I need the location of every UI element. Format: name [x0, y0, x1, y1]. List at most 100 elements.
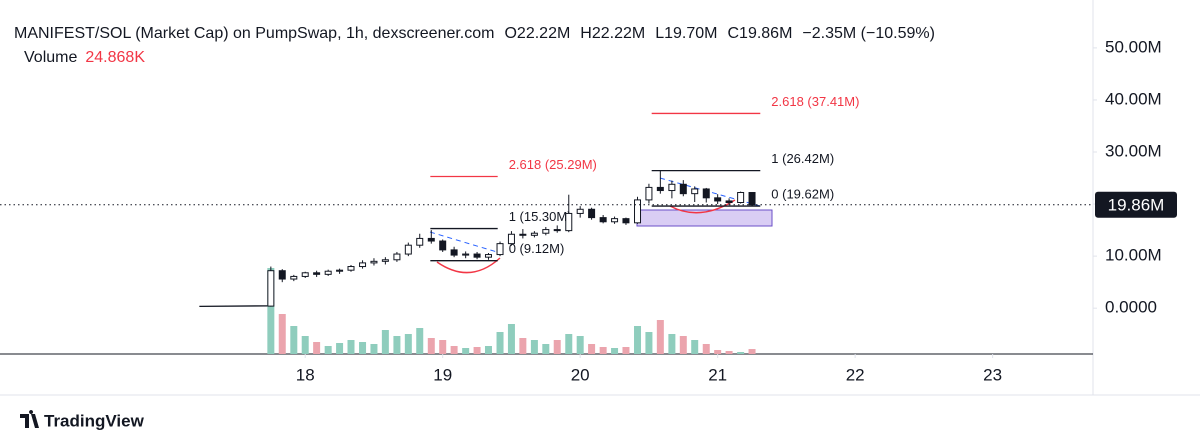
volume-bar	[484, 346, 492, 354]
candle-body	[622, 218, 630, 224]
volume-legend: Volume 24.868K	[24, 49, 145, 66]
ohlc-open: O22.22M	[504, 25, 570, 42]
volume-bar	[313, 342, 321, 354]
candle-body	[381, 259, 389, 262]
candle-body	[725, 200, 733, 204]
candle-body	[565, 212, 573, 232]
drawings	[429, 177, 773, 274]
trend-line	[429, 231, 498, 253]
volume-bar	[290, 326, 298, 354]
candle-body	[301, 272, 309, 277]
candle-body	[714, 197, 722, 202]
volume-bar	[714, 350, 722, 354]
volume-value: 24.868K	[85, 49, 145, 66]
candle-body	[691, 188, 699, 195]
volume-bar	[553, 340, 561, 354]
candle-body	[576, 208, 584, 214]
brand-name: TradingView	[44, 411, 145, 430]
y-tick-label: 0.0000	[1105, 298, 1157, 317]
candle-body	[645, 186, 653, 201]
brand-logo: TradingView	[20, 410, 145, 430]
volume-bar	[381, 330, 389, 354]
title: MANIFEST/SOL (Market Cap) on PumpSwap, 1…	[14, 25, 494, 42]
candle-body	[668, 183, 676, 192]
last-price-label: 19.86M	[1108, 195, 1165, 214]
ohlc-low: L19.70M	[655, 25, 717, 42]
volume-bar	[416, 328, 424, 354]
volume-title: Volume	[24, 49, 77, 66]
y-tick-label: 50.00M	[1105, 37, 1162, 56]
candle-body	[313, 272, 321, 275]
y-tick-label: 10.00M	[1105, 246, 1162, 265]
x-tick-label: 19	[433, 365, 452, 384]
volume-bar	[370, 344, 378, 354]
volume-bar	[645, 332, 653, 354]
volume-bar	[439, 340, 447, 354]
candle-body	[519, 233, 527, 236]
volume-bar	[599, 347, 607, 354]
last-price-box	[1095, 191, 1177, 218]
x-tick-label: 21	[708, 365, 727, 384]
volume-bar	[656, 320, 664, 354]
candle-body	[496, 243, 504, 256]
volume-bar	[634, 326, 642, 354]
ohlc-change: −2.35M (−10.59%)	[802, 25, 935, 42]
candle-body	[473, 253, 481, 258]
volume-bar	[267, 268, 275, 354]
y-tick-label: 30.00M	[1105, 141, 1162, 160]
fib-label: 0 (19.62M)	[771, 186, 834, 201]
fib-label: 0 (9.12M)	[509, 241, 565, 256]
arc	[436, 257, 501, 274]
x-tick-label: 20	[571, 365, 590, 384]
volume-bar	[588, 344, 596, 354]
ohlc-high: H22.22M	[580, 25, 645, 42]
candle-body	[656, 186, 664, 192]
candle-body	[336, 269, 344, 272]
fib-label: 1 (26.42M)	[771, 151, 834, 166]
volume-bar	[542, 344, 550, 354]
logo-icon	[20, 410, 39, 428]
volume-bar	[622, 347, 630, 354]
volume-bar	[450, 346, 458, 354]
candle-body	[427, 237, 435, 242]
candle-body	[599, 217, 607, 223]
volume-bar	[393, 336, 401, 354]
volume-bar	[347, 340, 355, 354]
volume-bar	[702, 344, 710, 354]
candle-body	[347, 266, 355, 271]
ohlc-close: C19.86M	[727, 25, 792, 42]
volume-bar	[427, 338, 435, 354]
volume-bar	[473, 347, 481, 354]
candle-body	[679, 183, 687, 195]
volume-bar	[737, 352, 745, 354]
volume-bar	[359, 342, 367, 354]
volume-bar	[507, 324, 515, 354]
candle-body	[324, 270, 332, 275]
candle-body	[278, 270, 286, 280]
candle-body	[702, 188, 710, 199]
header: MANIFEST/SOL (Market Cap) on PumpSwap, 1…	[14, 25, 935, 42]
candle-body	[634, 199, 642, 224]
fib-label: 1 (15.30M)	[509, 209, 572, 224]
candle-body	[611, 218, 619, 223]
candle-body	[393, 253, 401, 261]
volume-bar	[576, 336, 584, 354]
candle-body	[462, 253, 470, 256]
fib-label: 2.618 (37.41M)	[771, 94, 859, 109]
x-tick-label: 18	[296, 365, 315, 384]
candle-body	[588, 208, 596, 219]
volume-bar	[404, 334, 412, 354]
volume-bar	[565, 334, 573, 354]
candle-body	[416, 237, 424, 246]
candle-body	[450, 249, 458, 256]
volume-bar	[530, 340, 538, 354]
volume-bar	[336, 343, 344, 354]
volume-bar	[725, 351, 733, 354]
candle-body	[748, 192, 756, 206]
candle-body	[530, 232, 538, 236]
volume-bar	[324, 346, 332, 354]
candle-body	[267, 270, 275, 307]
y-tick-label: 40.00M	[1105, 89, 1162, 108]
candle-body	[439, 240, 447, 251]
